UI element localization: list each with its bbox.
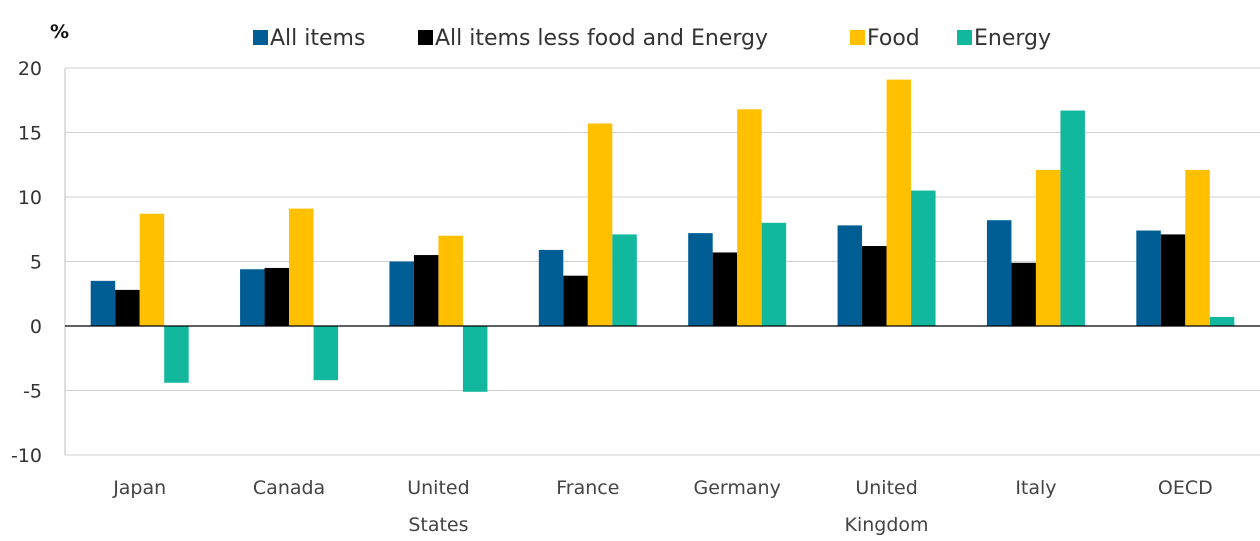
bars — [90, 79, 1235, 392]
bar — [587, 123, 613, 326]
legend-label: All items less food and Energy — [435, 26, 768, 51]
x-category-label: France — [556, 477, 619, 499]
bar — [1160, 234, 1186, 326]
bar — [1011, 262, 1036, 326]
bar — [1209, 316, 1235, 326]
bar — [712, 252, 738, 326]
bar — [438, 235, 463, 326]
bar — [413, 255, 439, 326]
x-category-label: Canada — [253, 477, 325, 499]
bar — [737, 109, 762, 326]
legend-item: Food — [850, 26, 920, 51]
y-axis-unit-label: % — [50, 21, 69, 43]
bar — [761, 222, 787, 326]
x-category-labels: Japan Canada United States France Germany Unit… — [112, 477, 1213, 536]
x-category-label: United — [855, 477, 917, 499]
y-tick-label: 0 — [30, 316, 42, 338]
legend-swatch — [850, 30, 865, 45]
y-tick-label: 10 — [18, 187, 42, 209]
legend-swatch — [957, 30, 972, 45]
x-category-label: Japan — [112, 477, 166, 499]
bar — [886, 79, 912, 326]
x-category-label: States — [408, 514, 468, 536]
y-tick-label: -10 — [11, 445, 42, 467]
x-category-label: Kingdom — [845, 514, 929, 536]
bar — [1185, 169, 1210, 326]
bar — [313, 326, 339, 381]
bar — [538, 249, 564, 326]
bar — [862, 246, 887, 326]
bar — [911, 190, 936, 326]
x-category-label: OECD — [1158, 477, 1213, 499]
x-category-label: United — [407, 477, 469, 499]
bar — [289, 208, 314, 326]
bar — [1136, 230, 1161, 326]
bar — [462, 326, 488, 392]
axes — [64, 68, 1260, 455]
legend-item: Energy — [957, 26, 1051, 51]
legend-swatch — [418, 30, 433, 45]
y-tick-label: 5 — [30, 252, 42, 274]
bar — [1035, 169, 1061, 326]
y-tick-labels: 20 15 10 5 0 -5 -10 — [11, 58, 42, 467]
bar — [164, 326, 189, 383]
gridlines — [65, 67, 1260, 456]
y-tick-label: 15 — [18, 123, 42, 145]
legend-label: Energy — [974, 26, 1051, 51]
y-tick-label: 20 — [18, 58, 42, 80]
bar — [240, 269, 265, 326]
legend: All items All items less food and Energy F… — [253, 26, 1051, 51]
bar — [837, 225, 863, 326]
x-category-label: Italy — [1015, 477, 1056, 499]
bar — [139, 213, 165, 326]
legend-label: Food — [867, 26, 920, 51]
legend-item: All items less food and Energy — [418, 26, 768, 51]
bar — [264, 267, 290, 326]
bar — [1060, 110, 1085, 326]
legend-label: All items — [270, 26, 365, 51]
y-tick-label: -5 — [23, 381, 42, 403]
legend-item: All items — [253, 26, 365, 51]
x-category-label: Germany — [694, 477, 781, 499]
bar — [389, 261, 414, 326]
bar — [612, 234, 637, 326]
bar — [986, 220, 1012, 326]
bar — [90, 280, 116, 326]
bar — [688, 233, 713, 326]
bar — [563, 275, 588, 326]
legend-swatch — [253, 30, 268, 45]
bar — [115, 289, 140, 326]
